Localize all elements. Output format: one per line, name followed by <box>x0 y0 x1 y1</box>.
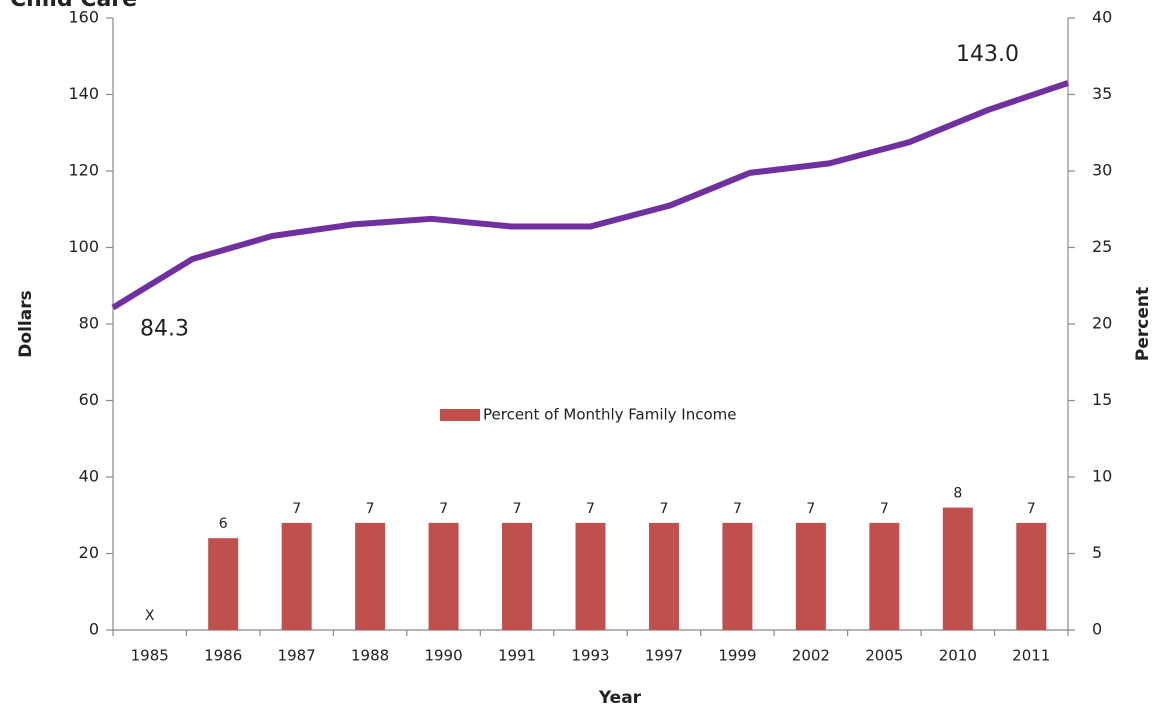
y2-tick-label: 0 <box>1092 620 1102 639</box>
y-tick-label: 160 <box>68 8 99 27</box>
y2-tick-label: 20 <box>1092 314 1112 333</box>
bar <box>869 522 900 630</box>
data-label: 7 <box>660 501 669 517</box>
y2-tick-label: 35 <box>1092 84 1112 103</box>
y-tick-label: 100 <box>68 237 99 256</box>
data-label: 7 <box>586 501 595 517</box>
x-tick-label: 1987 <box>278 647 316 665</box>
x-tick-label: 1986 <box>204 647 242 665</box>
x-tick-label: 1988 <box>351 647 389 665</box>
y2-tick-label: 25 <box>1092 237 1112 256</box>
x-tick-label: 2005 <box>865 647 903 665</box>
y2-tick-label: 5 <box>1092 543 1102 562</box>
x-axis-label: Year <box>598 688 642 708</box>
x-tick-label: 1997 <box>645 647 683 665</box>
legend-swatch <box>440 409 480 421</box>
y-tick-label: 60 <box>79 390 99 409</box>
y-tick-label: 80 <box>79 314 99 333</box>
bar <box>1016 522 1047 630</box>
x-tick-label: 1991 <box>498 647 536 665</box>
y2-tick-label: 15 <box>1092 390 1112 409</box>
bar <box>355 522 386 630</box>
bar <box>575 522 606 630</box>
y2-tick-label: 10 <box>1092 467 1112 486</box>
y2-axis-label: Percent <box>1133 287 1153 361</box>
data-label: X <box>145 608 155 624</box>
data-label: 7 <box>1027 501 1036 517</box>
x-tick-label: 2002 <box>792 647 830 665</box>
chart-title: Child Care <box>10 0 137 12</box>
y-tick-label: 0 <box>89 620 99 639</box>
line <box>111 80 1069 311</box>
bar <box>281 522 312 630</box>
x-tick-label: 2011 <box>1012 647 1050 665</box>
data-label: 8 <box>953 486 962 502</box>
bar <box>722 522 753 630</box>
data-label: 7 <box>439 501 448 517</box>
y-axis-label: Dollars <box>16 290 36 357</box>
line-label: 84.3 <box>140 317 189 342</box>
data-label: 7 <box>733 501 742 517</box>
x-tick-label: 1999 <box>718 647 756 665</box>
data-label: 7 <box>513 501 522 517</box>
y2-tick-label: 30 <box>1092 161 1112 180</box>
x-tick-label: 2010 <box>939 647 977 665</box>
bar <box>648 522 679 630</box>
bar <box>942 507 973 630</box>
data-label: 7 <box>806 501 815 517</box>
data-label: 7 <box>292 501 301 517</box>
x-tick-label: 1985 <box>131 647 169 665</box>
legend-label: Percent of Monthly Family Income <box>483 406 737 424</box>
line-label: 143.0 <box>956 42 1019 67</box>
x-tick-label: 1990 <box>424 647 462 665</box>
bar <box>502 522 533 630</box>
data-label: 6 <box>219 516 228 532</box>
x-tick-label: 1993 <box>571 647 609 665</box>
data-label: 7 <box>880 501 889 517</box>
y-tick-label: 40 <box>79 467 99 486</box>
y-tick-label: 120 <box>68 161 99 180</box>
y-tick-label: 140 <box>68 84 99 103</box>
y2-tick-label: 40 <box>1092 8 1112 27</box>
bar <box>795 522 826 630</box>
y-tick-label: 20 <box>79 543 99 562</box>
data-label: 7 <box>366 501 375 517</box>
bar <box>428 522 459 630</box>
bar <box>208 538 239 630</box>
